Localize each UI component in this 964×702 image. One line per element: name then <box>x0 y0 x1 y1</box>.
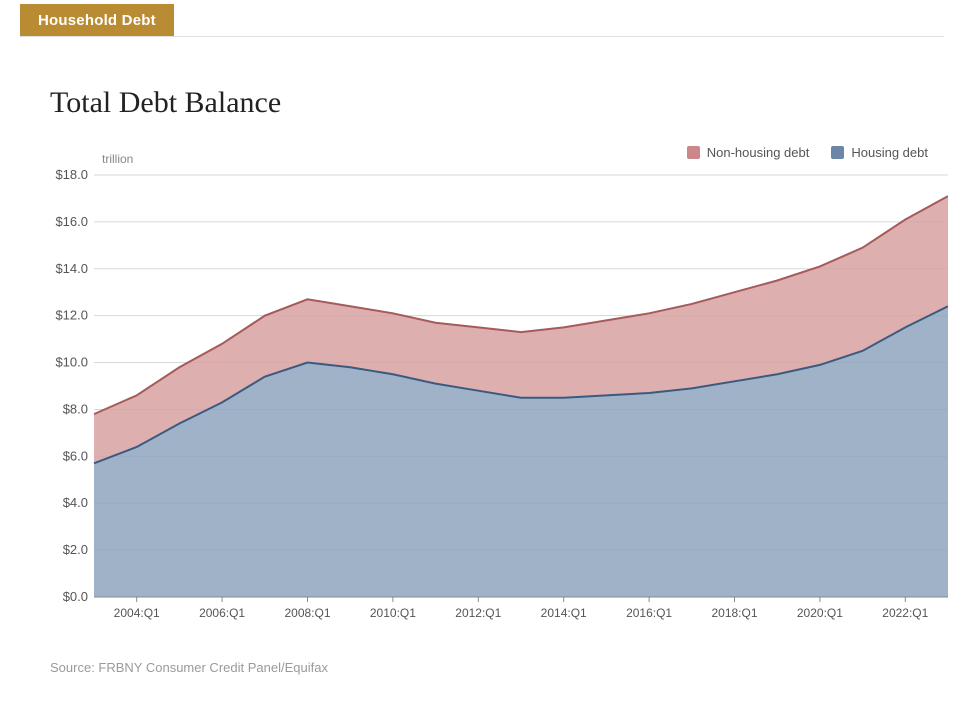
svg-text:2010:Q1: 2010:Q1 <box>370 606 416 620</box>
svg-text:2004:Q1: 2004:Q1 <box>114 606 160 620</box>
svg-text:$8.0: $8.0 <box>63 401 88 416</box>
source-text: Source: FRBNY Consumer Credit Panel/Equi… <box>50 660 328 675</box>
svg-text:$16.0: $16.0 <box>55 214 88 229</box>
svg-text:2018:Q1: 2018:Q1 <box>711 606 757 620</box>
svg-text:$12.0: $12.0 <box>55 308 88 323</box>
chart-title: Total Debt Balance <box>50 86 281 120</box>
tab-household-debt[interactable]: Household Debt <box>20 4 174 37</box>
svg-text:2006:Q1: 2006:Q1 <box>199 606 245 620</box>
svg-text:$0.0: $0.0 <box>63 589 88 604</box>
legend-label: Non-housing debt <box>707 145 810 160</box>
svg-text:$14.0: $14.0 <box>55 261 88 276</box>
chart-container: trillion Non-housing debt Housing debt $… <box>50 145 948 645</box>
legend-item-nonhousing: Non-housing debt <box>687 145 810 160</box>
svg-text:2020:Q1: 2020:Q1 <box>797 606 843 620</box>
legend-item-housing: Housing debt <box>831 145 928 160</box>
legend-label: Housing debt <box>851 145 928 160</box>
svg-text:$4.0: $4.0 <box>63 495 88 510</box>
svg-text:$2.0: $2.0 <box>63 542 88 557</box>
tab-label: Household Debt <box>38 12 156 29</box>
y-unit-label: trillion <box>102 152 133 166</box>
svg-text:2022:Q1: 2022:Q1 <box>882 606 928 620</box>
svg-text:2008:Q1: 2008:Q1 <box>284 606 330 620</box>
svg-text:$18.0: $18.0 <box>55 167 88 182</box>
legend-swatch-icon <box>687 146 700 159</box>
svg-text:2012:Q1: 2012:Q1 <box>455 606 501 620</box>
svg-text:2016:Q1: 2016:Q1 <box>626 606 672 620</box>
legend: Non-housing debt Housing debt <box>687 145 928 160</box>
header-rule <box>20 36 944 37</box>
svg-text:2014:Q1: 2014:Q1 <box>541 606 587 620</box>
legend-swatch-icon <box>831 146 844 159</box>
svg-text:$10.0: $10.0 <box>55 355 88 370</box>
area-chart: $0.0 $2.0 $4.0 $6.0 $8.0 $10.0 $12.0 $14.0 $16.0… <box>50 165 948 635</box>
svg-text:$6.0: $6.0 <box>63 448 88 463</box>
